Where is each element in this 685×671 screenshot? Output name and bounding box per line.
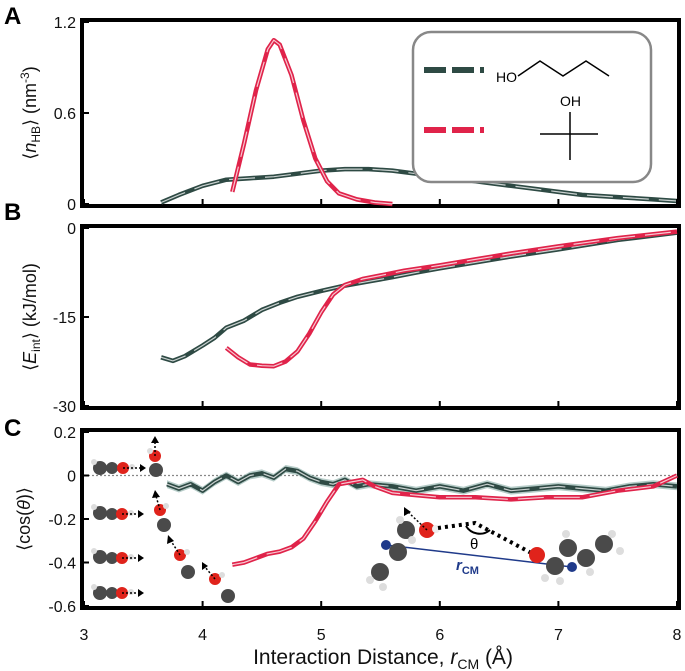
y-ticks-a: 0 0.6 1.2 (54, 15, 89, 214)
y-tick-label: -15 (53, 310, 76, 327)
y-tick-label: 0.6 (54, 106, 76, 123)
molecule-icon (91, 459, 146, 475)
x-axis-label: Interaction Distance, rCM (Å) (253, 646, 513, 671)
molecule-icon (91, 548, 144, 564)
legend-box (411, 30, 653, 184)
center-of-mass-2 (567, 562, 577, 572)
rcm-label: rCM (456, 557, 479, 577)
series-highlight-butanol (160, 232, 678, 362)
panel-b: B -30 -15 0 ⟨Eint⟩ (kJ/mol) (4, 199, 681, 416)
y-tick-label: -0.6 (48, 599, 76, 616)
theta-label: θ (470, 536, 478, 553)
series-group-c (166, 466, 678, 567)
y-tick-label: -0.4 (48, 556, 76, 573)
molecule-icon (91, 504, 144, 520)
x-tick-label: 6 (435, 627, 444, 644)
plot-frame-b (80, 224, 681, 410)
x-axis-ticks: 3 4 5 6 7 8 (80, 199, 682, 644)
butanol-structure-icon: HO (496, 60, 610, 85)
center-of-mass-1 (381, 540, 391, 550)
y-tick-label: 0.2 (54, 425, 76, 442)
y-axis-label-c: ⟨cos(θ)⟩ (14, 487, 34, 551)
y-ticks-b: -30 -15 0 (53, 221, 89, 416)
panel-label-b: B (4, 199, 21, 226)
panel-c: C -0.6 -0.4 -0.2 0 0.2 ⟨cos(θ)⟩ (4, 415, 681, 616)
y-tick-label: 0 (67, 197, 76, 214)
series-line-butanol (160, 230, 678, 364)
molecule-icon (147, 436, 163, 477)
series-highlight-tbutanol (232, 474, 678, 566)
legend: 1-butanol tert-butanol HO OH (411, 30, 653, 184)
y-axis-label-a: ⟨nHB⟩ (nm-3) (18, 66, 43, 159)
series-highlight-tbutanol (225, 231, 678, 367)
y-tick-label: -0.2 (48, 512, 76, 529)
orientation-molecules (91, 436, 235, 603)
x-tick-label: 8 (673, 627, 682, 644)
dimer-inset: θ rCM (366, 507, 624, 591)
panel-a: A 0 0.6 1.2 ⟨nHB⟩ (nm-3) 1-butanol tert-bu… (4, 3, 681, 214)
tbutanol-structure-icon: OH (540, 93, 598, 160)
molecule-icon (167, 535, 195, 579)
x-tick-label: 7 (554, 627, 563, 644)
molecule-icon (91, 584, 144, 600)
molecule-icon (202, 562, 235, 603)
x-tick-label: 4 (198, 627, 207, 644)
y-ticks-c: -0.6 -0.4 -0.2 0 0.2 (48, 425, 89, 616)
series-highlight-tbutanol (231, 39, 393, 205)
oh-label: OH (560, 93, 581, 109)
series-group-b (160, 229, 678, 369)
y-tick-label: 0 (67, 469, 76, 486)
y-tick-label: 0 (67, 221, 76, 238)
panel-label-a: A (4, 3, 21, 30)
molecule-icon (152, 490, 171, 532)
panel-label-c: C (4, 415, 21, 442)
ho-label: HO (496, 69, 517, 85)
plot-frame-c (80, 428, 681, 610)
x-tick-label: 3 (80, 627, 89, 644)
y-axis-label-b: ⟨Eint⟩ (kJ/mol) (20, 263, 43, 371)
y-tick-label: 1.2 (54, 15, 76, 32)
series-highlight-butanol (166, 468, 678, 492)
y-tick-label: -30 (53, 399, 76, 416)
x-tick-label: 5 (317, 627, 326, 644)
